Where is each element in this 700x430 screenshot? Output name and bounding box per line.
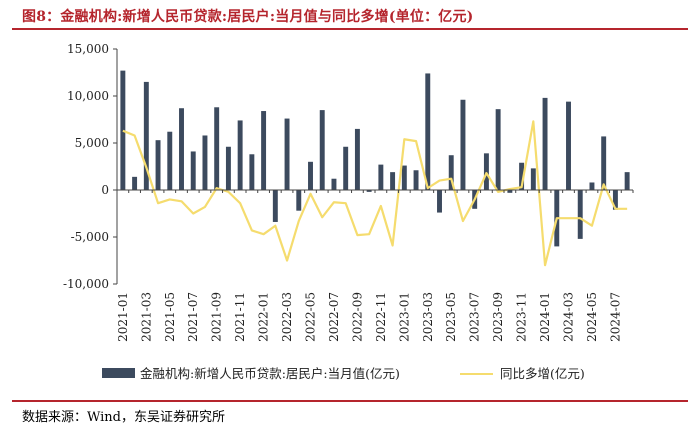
y-tick-label: -5,000 (71, 230, 109, 244)
bar-2024-03 (566, 101, 571, 190)
bar-2022-07 (331, 178, 337, 190)
x-tick-label: 2022-09 (350, 292, 364, 342)
bar-2021-05 (167, 131, 173, 190)
bar-2024-07 (612, 190, 618, 210)
bar-series (120, 70, 630, 247)
bar-2021-06 (179, 108, 184, 190)
x-tick-label: 2021-11 (233, 292, 247, 342)
bar-2023-05 (448, 155, 454, 190)
bar-2022-04 (296, 190, 302, 211)
bar-2021-04 (155, 140, 161, 190)
y-tick-label: -10,000 (63, 277, 109, 291)
bar-2024-04 (577, 190, 583, 239)
bar-2023-02 (413, 170, 419, 190)
bar-2021-08 (202, 135, 208, 190)
bar-2022-02 (272, 190, 278, 222)
bar-2023-04 (437, 190, 442, 213)
bar-2021-01 (120, 70, 126, 190)
chart: -10,000 -5,000 0 5,000 10,000 15,000 2021-01 20… (63, 42, 634, 381)
bar-2022-08 (343, 146, 349, 190)
bar-2021-12 (249, 154, 255, 190)
x-tick-label: 2023-07 (468, 292, 482, 342)
bar-2021-07 (190, 151, 196, 190)
x-tick-label: 2024-07 (608, 292, 622, 342)
yoy-line (122, 120, 628, 267)
bar-2023-06 (460, 99, 466, 190)
bar-2021-09 (214, 107, 220, 190)
bar-2024-06 (601, 136, 607, 190)
y-tick-label: 10,000 (67, 89, 109, 103)
x-tick-label: 2022-07 (327, 292, 341, 342)
x-tick-label: 2023-01 (397, 292, 411, 342)
x-tick-label: 2022-01 (257, 292, 271, 342)
bar-2022-05 (308, 161, 313, 190)
x-tick-label: 2024-05 (585, 292, 599, 342)
x-tick-label: 2021-01 (116, 292, 130, 342)
title-rule (12, 28, 688, 30)
legend-bar-swatch (102, 368, 135, 378)
y-tick-label: 15,000 (67, 42, 109, 56)
bar-2021-03 (143, 81, 149, 190)
legend-bar-label: 金融机构:新增人民币贷款:居民户:当月值(亿元) (140, 366, 400, 381)
bar-2023-12 (530, 168, 536, 190)
x-tick-label: 2023-05 (444, 292, 458, 342)
x-tick-label: 2021-05 (163, 292, 177, 342)
y-tick-label: 5,000 (75, 136, 109, 150)
bar-2023-09 (495, 109, 501, 190)
bar-2021-02 (132, 176, 138, 190)
bar-2022-01 (261, 111, 267, 190)
bar-2021-10 (225, 146, 231, 190)
bar-2023-03 (425, 73, 431, 190)
bar-2022-10 (366, 190, 372, 192)
legend: 金融机构:新增人民币贷款:居民户:当月值(亿元) 同比多增(亿元) (102, 366, 585, 381)
x-tick-label: 2021-03 (139, 292, 153, 342)
bar-2022-09 (354, 128, 360, 190)
x-tick-label: 2023-11 (515, 292, 529, 342)
bar-2022-12 (390, 172, 396, 190)
x-tick-label: 2021-09 (210, 292, 224, 342)
bar-2023-10 (507, 190, 513, 193)
x-tick-label: 2022-03 (280, 292, 294, 342)
line-series (122, 120, 628, 267)
bar-2024-05 (589, 182, 595, 190)
bar-2022-03 (284, 118, 290, 190)
bar-2024-08 (624, 172, 630, 190)
source-rule (12, 400, 688, 402)
chart-title: 图8：金融机构:新增人民币贷款:居民户:当月值与同比多增(单位：亿元) (22, 9, 474, 25)
legend-line-label: 同比多增(亿元) (500, 366, 585, 381)
bar-2022-11 (378, 164, 384, 190)
bar-2024-01 (542, 97, 548, 190)
bar-2023-08 (483, 153, 489, 190)
x-tick-label: 2023-09 (491, 292, 505, 342)
x-tick-label: 2024-01 (538, 292, 552, 342)
x-tick-label: 2022-11 (374, 292, 388, 342)
source-note: 数据来源：Wind，东吴证券研究所 (22, 410, 225, 425)
bar-2023-01 (401, 165, 407, 190)
bar-2023-11 (519, 162, 525, 190)
y-tick-label: 0 (101, 183, 109, 197)
x-tick-label: 2023-03 (421, 292, 435, 342)
bar-2021-11 (237, 120, 243, 190)
x-tick-label: 2021-07 (186, 292, 200, 342)
x-tick-label: 2024-03 (562, 292, 576, 342)
bar-2022-06 (319, 110, 325, 190)
axes: -10,000 -5,000 0 5,000 10,000 15,000 2021-01 20… (63, 42, 634, 342)
x-tick-label: 2022-05 (304, 292, 318, 342)
